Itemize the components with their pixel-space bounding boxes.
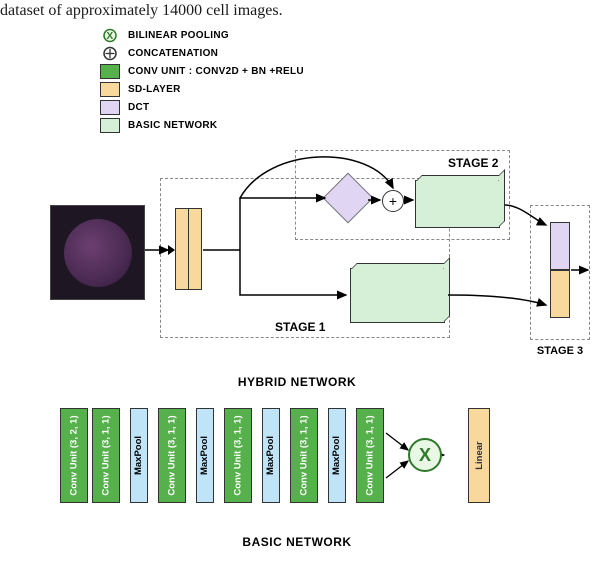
legend-label: CONV UNIT : CONV2D + BN +RELU [128,66,304,77]
dct-icon [100,100,120,115]
legend-label: BASIC NETWORK [128,120,217,131]
stage1-label: STAGE 1 [275,320,325,334]
legend-label: SD-LAYER [128,84,181,95]
legend-item: BASIC NETWORK [100,118,304,133]
block-label: Linear [474,441,485,470]
linear-block: Linear [468,408,490,503]
maxpool-block: MaxPool [130,408,148,503]
block-label: MaxPool [200,435,211,474]
sd-layer-block [175,208,203,290]
cell-image [50,205,145,300]
basic-network-upper [415,180,500,228]
stage2-label: STAGE 2 [448,156,498,170]
bilinear-pooling-node: X [408,438,442,472]
block-label: Conv Unit (3, 1, 1) [101,415,112,495]
cell-blob [64,219,132,287]
legend-item: DCT [100,100,304,115]
sd-layer-icon [100,82,120,97]
basic-title: BASIC NETWORK [0,535,594,549]
concatenation-node: + [382,190,404,212]
hybrid-title: HYBRID NETWORK [0,375,594,389]
maxpool-block: MaxPool [196,408,214,503]
legend-label: DCT [128,102,149,113]
legend-label: CONCATENATION [128,48,218,59]
legend: X BILINEAR POOLING CONCATENATION CONV UN… [100,28,304,136]
conv-unit-block: Conv Unit (3, 1, 1) [92,408,120,503]
block-label: Conv Unit (3, 1, 1) [365,415,376,495]
caption-text: dataset of approximately 14000 cell imag… [0,2,594,20]
legend-item: CONCATENATION [100,46,304,61]
block-label: MaxPool [332,435,343,474]
conv-unit-block: Conv Unit (3, 2, 1) [60,408,88,503]
legend-item: CONV UNIT : CONV2D + BN +RELU [100,64,304,79]
arrowhead-icon [168,245,175,255]
maxpool-block: MaxPool [328,408,346,503]
block-label: Conv Unit (3, 1, 1) [299,415,310,495]
block-label: MaxPool [134,435,145,474]
conv-unit-icon [100,64,120,79]
stage3-dct-bar [550,222,570,270]
basic-network-icon [100,118,120,133]
basic-network-lower [350,268,445,323]
stage3-sd-bar [550,270,570,318]
hybrid-network-diagram: STAGE 1 STAGE 2 STAGE 3 + [40,150,580,365]
block-label: Conv Unit (3, 1, 1) [167,415,178,495]
legend-item: X BILINEAR POOLING [100,28,304,43]
maxpool-block: MaxPool [262,408,280,503]
block-label: MaxPool [266,435,277,474]
conv-unit-block: Conv Unit (3, 1, 1) [290,408,318,503]
legend-label: BILINEAR POOLING [128,30,229,41]
svg-text:X: X [107,31,114,42]
stage3-label: STAGE 3 [535,345,585,357]
block-label: Conv Unit (3, 2, 1) [69,415,80,495]
bilinear-pooling-icon: X [100,28,120,43]
block-label: Conv Unit (3, 1, 1) [233,415,244,495]
conv-unit-block: Conv Unit (3, 1, 1) [356,408,384,503]
legend-item: SD-LAYER [100,82,304,97]
basic-network-row: Conv Unit (3, 2, 1) Conv Unit (3, 1, 1) … [60,400,560,510]
conv-unit-block: Conv Unit (3, 1, 1) [158,408,186,503]
conv-unit-block: Conv Unit (3, 1, 1) [224,408,252,503]
concatenation-icon [100,46,120,61]
